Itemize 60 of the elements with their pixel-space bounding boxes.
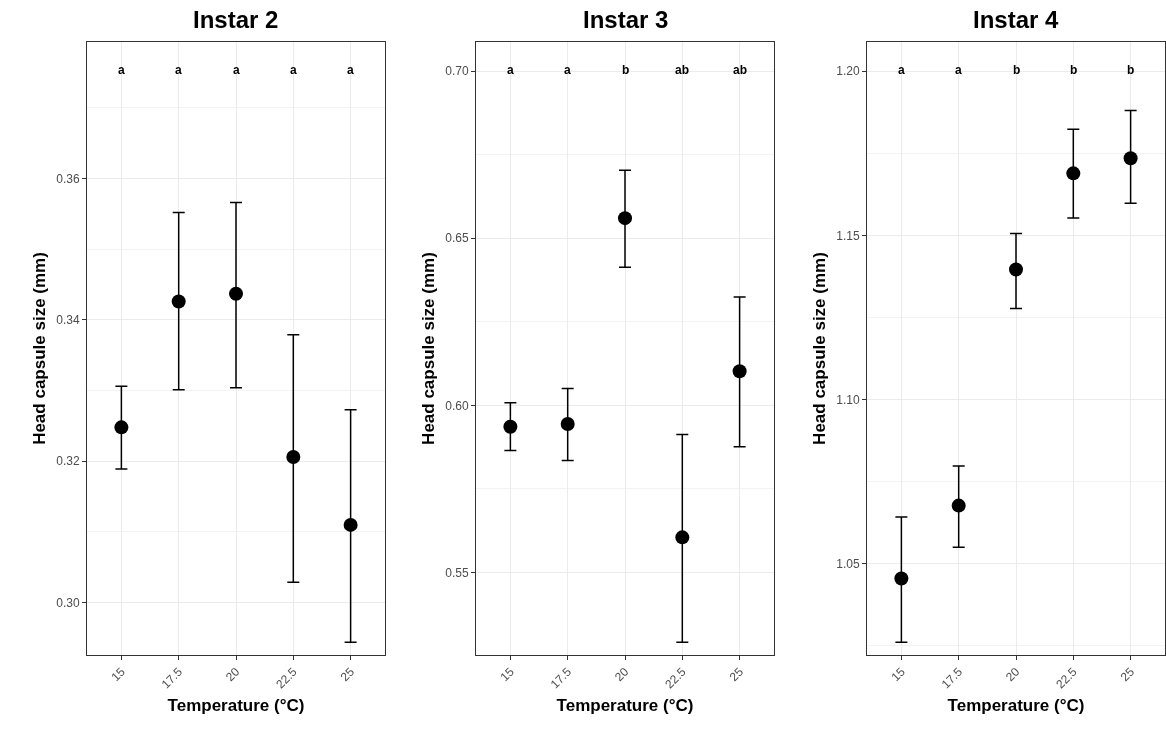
x-tick-label: 15 (497, 664, 517, 685)
x-tick-label: 20 (1003, 664, 1023, 685)
y-tick-label: 0.65 (445, 231, 469, 246)
annotation: b (622, 63, 630, 77)
point (1066, 166, 1081, 181)
annotation: a (347, 63, 354, 77)
y-axis-title: Head capsule size (mm) (809, 252, 829, 445)
point (618, 211, 632, 226)
x-tick-label: 25 (337, 664, 358, 685)
annotation: ab (733, 63, 748, 77)
chart-title: Instar 3 (583, 6, 669, 33)
x-tick-label: 20 (223, 664, 243, 685)
annotation: a (233, 63, 240, 77)
y-tick-label: 1.20 (836, 64, 860, 79)
y-tick-label: 1.10 (836, 392, 860, 407)
x-axis-title: Temperature (°C) (167, 695, 305, 715)
point (1123, 151, 1138, 166)
y-tick-label: 0.34 (56, 313, 80, 328)
y-axis-title: Head capsule size (mm) (29, 252, 49, 445)
y-tick-label: 0.55 (445, 565, 469, 580)
annotation: a (564, 63, 571, 77)
annotation: ab (675, 63, 690, 77)
x-tick-label: 25 (1117, 664, 1138, 685)
annotation: b (1127, 63, 1135, 77)
y-tick-label: 1.05 (836, 556, 860, 571)
point (286, 450, 301, 465)
annotation: a (175, 63, 182, 77)
point (503, 419, 518, 434)
y-tick-label: 0.60 (445, 398, 469, 413)
x-tick-label: 15 (108, 664, 128, 685)
y-tick-label: 1.15 (836, 228, 860, 243)
point (114, 420, 129, 435)
y-axis-title: Head capsule size (mm) (418, 252, 438, 445)
x-axis-title: Temperature (°C) (947, 695, 1085, 715)
y-tick-label: 0.70 (445, 64, 469, 79)
chart-title: Instar 4 (973, 6, 1060, 33)
annotation: a (898, 63, 905, 77)
y-tick-label: 0.30 (56, 595, 80, 610)
annotation: b (1013, 63, 1021, 77)
x-axis-title: Temperature (°C) (556, 695, 694, 715)
annotation: a (507, 63, 514, 77)
point (1009, 262, 1023, 277)
point (675, 530, 690, 545)
x-tick-label: 25 (726, 664, 747, 685)
point (894, 571, 909, 586)
point (171, 294, 186, 309)
x-tick-label: 15 (888, 664, 908, 685)
point (951, 498, 966, 513)
point (732, 364, 747, 379)
point (343, 517, 358, 532)
annotation: a (118, 63, 125, 77)
point (560, 417, 575, 432)
annotation: a (955, 63, 962, 77)
chart-title: Instar 2 (193, 6, 279, 33)
point (229, 286, 243, 301)
x-tick-label: 20 (612, 664, 632, 685)
y-tick-label: 0.32 (56, 454, 80, 469)
annotation: a (290, 63, 297, 77)
annotation: b (1070, 63, 1078, 77)
y-tick-label: 0.36 (56, 171, 80, 186)
